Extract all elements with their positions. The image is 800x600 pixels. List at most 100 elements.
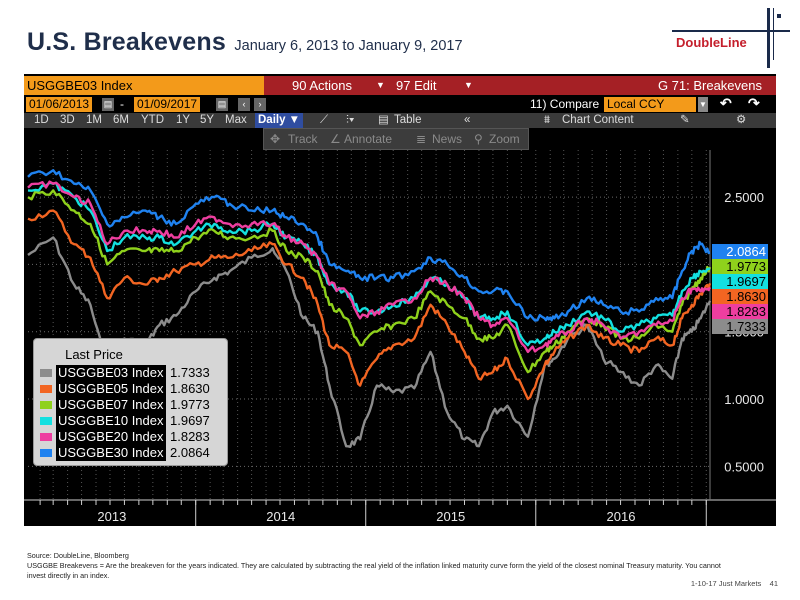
legend-name: USGGBE07 Index bbox=[56, 397, 166, 413]
frequency-select[interactable]: Daily ▼ bbox=[255, 113, 304, 128]
x-tick-label: 2014 bbox=[266, 509, 295, 524]
legend-entry: USGGBE30 Index 2.0864 bbox=[40, 445, 226, 461]
move-icon[interactable]: ✥ bbox=[270, 132, 281, 146]
line-chart-icon[interactable]: ⟋ bbox=[320, 114, 329, 126]
legend-value: 1.8283 bbox=[170, 429, 210, 444]
legend-swatch bbox=[40, 385, 52, 393]
range-ytd[interactable]: YTD bbox=[141, 114, 164, 126]
definition-note: USGGBE Breakevens = Are the breakeven fo… bbox=[27, 561, 721, 580]
series-line bbox=[27, 180, 712, 354]
ticker-field[interactable]: USGGBE03 Index bbox=[24, 76, 264, 95]
calendar-icon[interactable]: ▤ bbox=[102, 98, 114, 111]
legend-value: 1.7333 bbox=[170, 365, 210, 380]
start-date-field[interactable]: 01/06/2013 bbox=[26, 97, 93, 112]
legend-swatch bbox=[40, 433, 52, 441]
x-tick-label: 2013 bbox=[97, 509, 126, 524]
zoom-tool[interactable]: Zoom bbox=[489, 132, 520, 146]
last-price-badge: 1.9773 bbox=[712, 259, 768, 275]
table-icon[interactable]: ▤ bbox=[378, 114, 389, 126]
doubleline-logo: DoubleLine bbox=[672, 8, 790, 70]
legend-title: Last Price bbox=[65, 347, 123, 362]
bar-type-icon[interactable]: ⫶▾ bbox=[346, 114, 355, 126]
end-date-field[interactable]: 01/09/2017 bbox=[134, 97, 201, 112]
edit-pen-icon[interactable]: ✎ bbox=[680, 114, 690, 126]
actions-menu[interactable]: 90 Actions bbox=[292, 78, 352, 93]
bloomberg-terminal: USGGBE03 Index 90 Actions ▼ 97 Edit ▼ G … bbox=[24, 74, 776, 526]
range-1y[interactable]: 1Y bbox=[176, 114, 191, 126]
series-line bbox=[27, 209, 712, 401]
last-price-badge: 2.0864 bbox=[712, 244, 768, 260]
edit-menu[interactable]: 97 Edit bbox=[396, 78, 437, 93]
logo-bar bbox=[767, 8, 770, 68]
legend-swatch bbox=[40, 449, 52, 457]
undo-icon[interactable]: ↶ bbox=[720, 95, 732, 111]
legend-value: 1.8630 bbox=[170, 381, 210, 396]
legend-name: USGGBE05 Index bbox=[56, 381, 166, 397]
range-max[interactable]: Max bbox=[225, 114, 247, 126]
track-tool[interactable]: Track bbox=[288, 132, 318, 146]
series-line bbox=[27, 169, 711, 322]
next-arrow-icon[interactable]: › bbox=[254, 98, 266, 111]
legend-value: 2.0864 bbox=[170, 445, 210, 460]
source-note: Source: DoubleLine, Bloomberg bbox=[27, 551, 129, 560]
edit-caret-icon[interactable]: ▼ bbox=[464, 80, 473, 90]
legend-name: USGGBE20 Index bbox=[56, 429, 166, 445]
redo-icon[interactable]: ↷ bbox=[748, 95, 760, 111]
last-price-badge: 1.8630 bbox=[712, 289, 768, 305]
date-dash: - bbox=[120, 97, 124, 111]
logo-text: DoubleLine bbox=[676, 35, 747, 50]
range-3d[interactable]: 3D bbox=[60, 114, 75, 126]
page-number: 41 bbox=[769, 579, 778, 588]
currency-select[interactable]: Local CCY bbox=[604, 97, 696, 112]
legend-swatch bbox=[40, 401, 52, 409]
x-tick-label: 2015 bbox=[436, 509, 465, 524]
terminal-header-bar: USGGBE03 Index 90 Actions ▼ 97 Edit ▼ G … bbox=[24, 76, 776, 95]
range-bar: 1D 3D 1M 6M YTD 1Y 5Y Max Daily ▼ ⟋ ⫶▾ ▤… bbox=[24, 113, 776, 128]
legend-swatch bbox=[40, 417, 52, 425]
news-icon[interactable]: ≣ bbox=[416, 132, 427, 146]
range-1m[interactable]: 1M bbox=[86, 114, 102, 126]
logo-rule bbox=[672, 30, 790, 32]
actions-caret-icon[interactable]: ▼ bbox=[376, 80, 385, 90]
logo-bar-thin bbox=[773, 8, 774, 60]
title-subtitle: January 6, 2013 to January 9, 2017 bbox=[234, 38, 463, 54]
news-tool[interactable]: News bbox=[432, 132, 463, 146]
annotate-tool[interactable]: Annotate bbox=[344, 132, 393, 146]
page-footer: 1-10-17 Just Markets 41 bbox=[691, 579, 778, 588]
range-5y[interactable]: 5Y bbox=[200, 114, 215, 126]
chart-content-icon[interactable]: ⩩ bbox=[544, 114, 551, 126]
legend-entry: USGGBE03 Index 1.7333 bbox=[40, 365, 226, 381]
collapse-icon[interactable]: « bbox=[464, 114, 471, 126]
graph-title: G 71: Breakevens bbox=[657, 78, 762, 93]
last-price-badge: 1.7333 bbox=[712, 319, 768, 335]
legend-value: 1.9697 bbox=[170, 413, 210, 428]
chart-tools-bar: ✥ Track ∠ Annotate ≣ News ⚲ Zoom bbox=[263, 128, 529, 150]
last-price-badge: 1.9697 bbox=[712, 274, 768, 290]
y-tick-label: 1.0000 bbox=[724, 392, 764, 407]
legend-value: 1.9773 bbox=[170, 397, 210, 412]
title-main: U.S. Breakevens bbox=[27, 28, 226, 56]
y-tick-label: 2.5000 bbox=[724, 190, 764, 205]
table-button[interactable]: Table bbox=[394, 114, 422, 126]
currency-caret-icon[interactable]: ▼ bbox=[698, 97, 708, 112]
legend-entry: USGGBE05 Index 1.8630 bbox=[40, 381, 226, 397]
prev-arrow-icon[interactable]: ‹ bbox=[238, 98, 250, 111]
gear-icon[interactable]: ⚙ bbox=[736, 114, 747, 126]
series-line bbox=[27, 236, 712, 448]
date-bar: 01/06/2013 ▤ - 01/09/2017 ▤ ‹ › 11) Comp… bbox=[24, 95, 776, 113]
legend-box: Last Price USGGBE03 Index 1.7333 USGGBE0… bbox=[33, 338, 228, 466]
chart-content-button[interactable]: Chart Content bbox=[562, 114, 634, 126]
logo-square bbox=[777, 14, 781, 18]
compare-label[interactable]: 11) Compare bbox=[530, 97, 600, 111]
footer-label: 1-10-17 Just Markets bbox=[690, 579, 762, 588]
range-6m[interactable]: 6M bbox=[113, 114, 129, 126]
legend-entry: USGGBE07 Index 1.9773 bbox=[40, 397, 226, 413]
legend-entry: USGGBE20 Index 1.8283 bbox=[40, 429, 226, 445]
calendar-icon[interactable]: ▤ bbox=[216, 98, 228, 111]
y-tick-label: 0.5000 bbox=[724, 459, 764, 474]
range-1d[interactable]: 1D bbox=[34, 114, 49, 126]
footer-notes: Source: DoubleLine, Bloomberg USGGBE Bre… bbox=[27, 551, 727, 581]
annotate-icon[interactable]: ∠ bbox=[330, 132, 341, 146]
legend-name: USGGBE30 Index bbox=[56, 445, 166, 461]
zoom-icon[interactable]: ⚲ bbox=[474, 132, 483, 146]
